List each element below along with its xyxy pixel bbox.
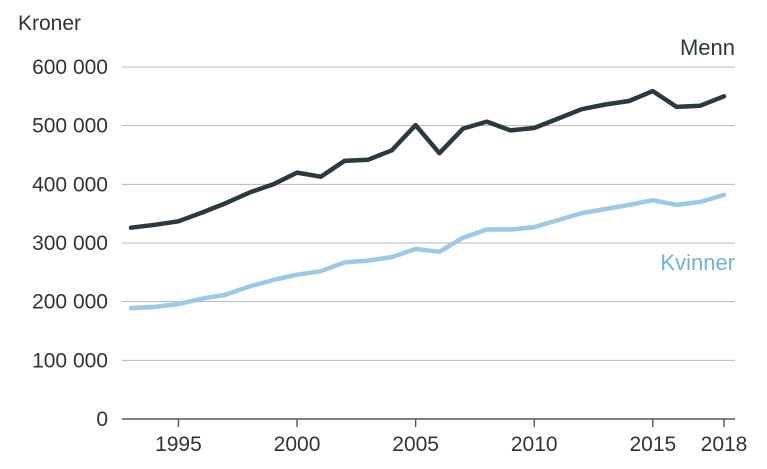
gridlines	[122, 66, 735, 420]
y-tick-label: 300 000	[32, 232, 108, 255]
y-axis-tick-labels: 0 100 000 200 000 300 000 400 000 500 000 600 …	[32, 56, 108, 431]
series-line-menn	[128, 88, 727, 230]
y-axis-unit-label: Kroner	[18, 12, 81, 35]
y-tick-label: 100 000	[32, 349, 108, 372]
x-tick-label: 2000	[274, 433, 321, 456]
series-line-kvinner	[128, 192, 727, 311]
series-label-kvinner: Kvinner	[660, 250, 735, 275]
x-tick-label: 2005	[392, 433, 439, 456]
x-axis: 1995 2000 2005 2010 2015 2018	[155, 419, 747, 456]
y-tick-label: 600 000	[32, 56, 108, 79]
x-tick-label: 2018	[701, 433, 748, 456]
series-label-menn: Menn	[680, 35, 735, 60]
x-tick-label: 2010	[511, 433, 558, 456]
y-tick-label: 0	[96, 408, 108, 431]
x-tick-label: 2015	[629, 433, 676, 456]
y-tick-label: 500 000	[32, 115, 108, 138]
x-tick-label: 1995	[155, 433, 202, 456]
y-tick-label: 200 000	[32, 291, 108, 314]
y-tick-label: 400 000	[32, 173, 108, 196]
series-lines	[128, 88, 727, 311]
series-labels: Menn Kvinner	[660, 35, 735, 275]
